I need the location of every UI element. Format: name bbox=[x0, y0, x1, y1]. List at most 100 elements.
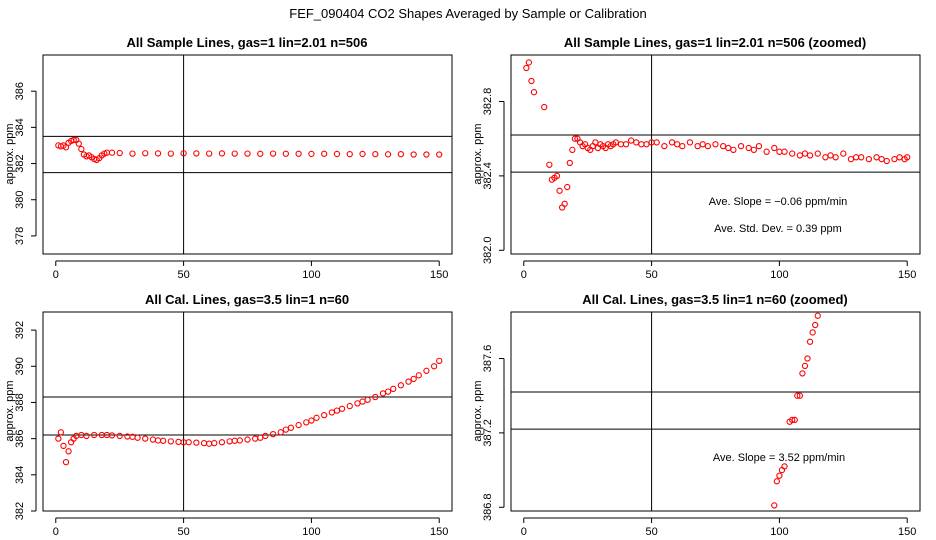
data-point bbox=[149, 436, 157, 443]
x-tick-label: 0 bbox=[521, 269, 527, 281]
data-point bbox=[653, 139, 660, 146]
data-point bbox=[154, 437, 162, 444]
data-point bbox=[410, 151, 417, 158]
data-point bbox=[321, 411, 328, 419]
y-tick-label: 392 bbox=[14, 321, 26, 339]
data-point bbox=[397, 150, 405, 158]
data-point bbox=[679, 142, 686, 150]
y-axis-label: approx. ppm bbox=[472, 380, 484, 441]
data-point bbox=[564, 183, 571, 191]
y-tick-label: 384 bbox=[14, 466, 26, 484]
data-point bbox=[569, 146, 576, 154]
data-point bbox=[180, 150, 187, 157]
y-tick-label: 382 bbox=[14, 154, 26, 172]
data-point bbox=[592, 139, 599, 146]
panel-title: All Cal. Lines, gas=3.5 lin=1 n=60 (zoom… bbox=[582, 292, 848, 307]
data-point bbox=[185, 439, 192, 446]
data-point bbox=[70, 136, 77, 144]
data-point bbox=[436, 151, 443, 158]
data-point bbox=[809, 329, 816, 336]
data-point bbox=[686, 139, 694, 146]
data-point bbox=[852, 154, 860, 161]
data-point bbox=[436, 357, 443, 364]
data-point bbox=[822, 154, 829, 161]
x-tick-label: 0 bbox=[53, 526, 59, 538]
data-point bbox=[193, 150, 200, 157]
data-point bbox=[763, 148, 770, 155]
data-point bbox=[523, 64, 530, 72]
data-point bbox=[257, 150, 264, 157]
data-point bbox=[622, 141, 630, 148]
y-axis-label: approx. ppm bbox=[4, 380, 16, 441]
y-axis-label: approx. ppm bbox=[4, 123, 16, 184]
y-tick-label: 386 bbox=[14, 429, 26, 447]
data-point bbox=[589, 142, 596, 150]
data-point bbox=[116, 149, 123, 157]
data-point bbox=[674, 141, 681, 148]
data-point bbox=[755, 142, 763, 150]
x-tick-label: 50 bbox=[177, 269, 189, 281]
data-point bbox=[558, 204, 566, 211]
data-point bbox=[108, 432, 116, 439]
data-point bbox=[354, 400, 361, 407]
data-point bbox=[226, 438, 233, 445]
data-point bbox=[594, 144, 602, 152]
data-point bbox=[796, 392, 804, 399]
data-point bbox=[423, 151, 430, 158]
data-point bbox=[78, 145, 85, 153]
data-point bbox=[244, 436, 251, 443]
data-point bbox=[771, 502, 778, 509]
data-point bbox=[694, 142, 701, 150]
data-point bbox=[423, 367, 430, 374]
y-tick-label: 384 bbox=[14, 118, 26, 136]
x-tick-label: 100 bbox=[770, 526, 788, 538]
data-point bbox=[801, 362, 809, 370]
data-point bbox=[142, 150, 149, 157]
x-tick-label: 50 bbox=[177, 526, 189, 538]
x-tick-label: 100 bbox=[302, 269, 320, 281]
data-point bbox=[308, 150, 315, 158]
data-point bbox=[231, 437, 238, 444]
data-point bbox=[799, 370, 806, 377]
data-point bbox=[333, 150, 341, 158]
data-point bbox=[154, 150, 162, 157]
data-point bbox=[773, 478, 780, 485]
data-point bbox=[827, 152, 834, 159]
data-point bbox=[878, 155, 885, 163]
data-point bbox=[287, 424, 295, 431]
plot-frame bbox=[42, 54, 453, 255]
data-point bbox=[159, 437, 167, 444]
annotation-ave-std-dev: Ave. Std. Dev. = 0.39 ppm bbox=[714, 223, 842, 235]
data-point bbox=[847, 155, 855, 163]
data-point bbox=[541, 103, 548, 111]
data-point bbox=[384, 388, 392, 395]
plot-frame bbox=[42, 311, 453, 512]
data-point bbox=[167, 150, 174, 157]
panel-title: All Sample Lines, gas=1 lin=2.01 n=506 bbox=[127, 35, 368, 50]
y-tick-label: 387.6 bbox=[482, 345, 494, 373]
y-axis-label: approx. ppm bbox=[472, 123, 484, 184]
data-point bbox=[75, 140, 82, 147]
data-point bbox=[776, 148, 783, 155]
panel-title: All Sample Lines, gas=1 lin=2.01 n=506 (… bbox=[564, 35, 866, 50]
data-point bbox=[571, 135, 579, 142]
data-point bbox=[410, 375, 417, 383]
data-point bbox=[553, 172, 561, 180]
data-point bbox=[62, 144, 70, 151]
data-point bbox=[776, 472, 783, 479]
data-point bbox=[806, 338, 814, 345]
panel-sample-lines-zoomed: All Sample Lines, gas=1 lin=2.01 n=506 (… bbox=[472, 35, 921, 281]
y-tick-label: 382.0 bbox=[482, 237, 494, 265]
data-point bbox=[338, 405, 346, 412]
data-point bbox=[359, 398, 366, 405]
data-point bbox=[525, 59, 533, 66]
x-tick-label: 0 bbox=[53, 269, 59, 281]
y-tick-label: 388 bbox=[14, 393, 26, 411]
plot-frame bbox=[510, 54, 921, 255]
data-point bbox=[379, 390, 387, 397]
data-point bbox=[308, 417, 315, 424]
annotation-ave-slope: Ave. Slope = −0.06 ppm/min bbox=[709, 196, 848, 208]
data-point bbox=[720, 142, 727, 150]
data-point bbox=[781, 463, 788, 470]
